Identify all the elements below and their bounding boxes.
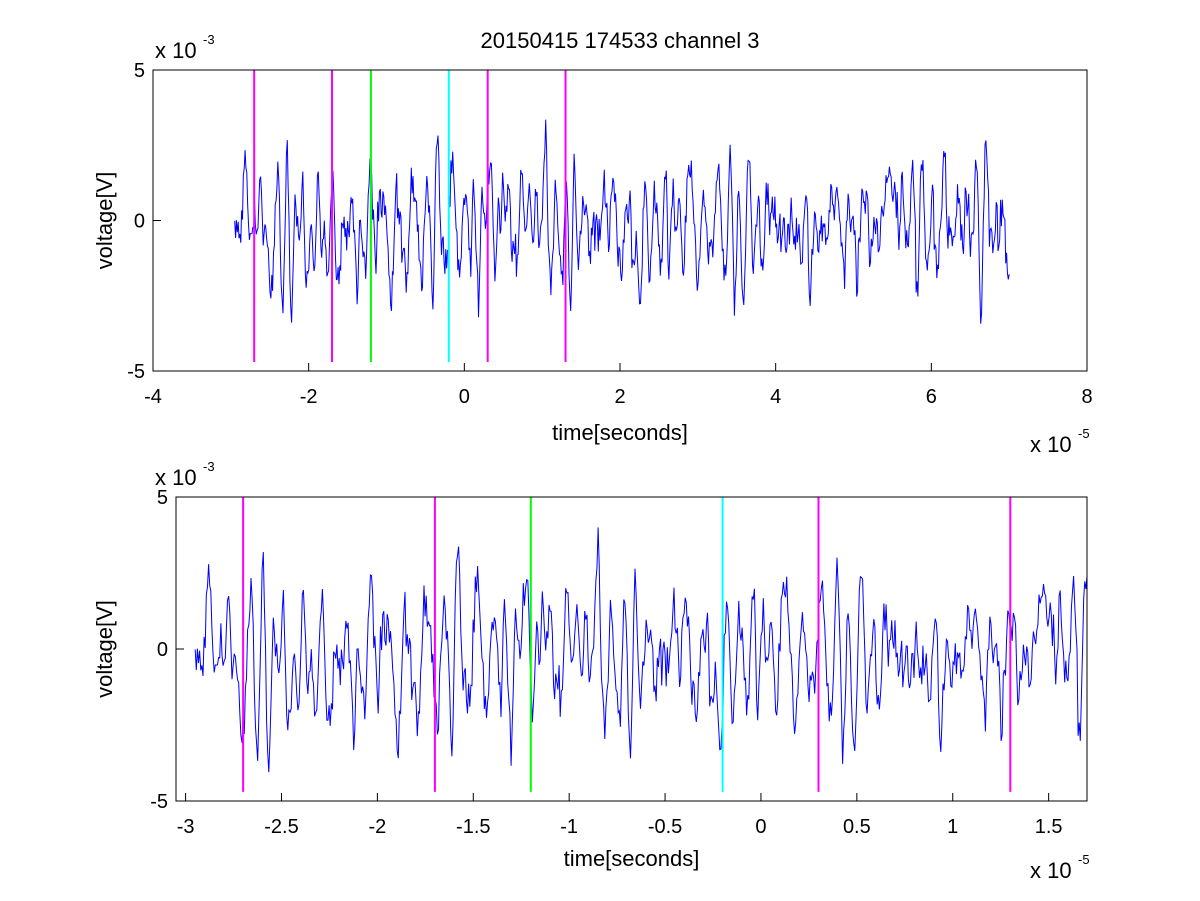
plot2-y-exponent-label: x 10 (155, 465, 197, 490)
plot1-y-tick-label: -5 (127, 361, 145, 383)
plot2-y-tick-label: 5 (157, 487, 168, 509)
plot2-x-exponent-power: -5 (1078, 852, 1090, 867)
plot1-x-exponent-label: x 10 (1030, 432, 1072, 457)
plot2-y-exponent-power: -3 (203, 459, 215, 474)
plot2-x-tick-label: -2.5 (264, 816, 298, 838)
plot1-signal-line (234, 119, 1010, 324)
plot1-x-tick-label: 0 (459, 386, 470, 408)
plot1-x-tick-label: -4 (144, 386, 162, 408)
plot2-signal-line (194, 527, 1088, 773)
plot2-x-tick-label: 0 (755, 816, 766, 838)
plot2-x-tick-label: -0.5 (648, 816, 682, 838)
plot2-x-axis-label: time[seconds] (564, 846, 700, 871)
plot1-title: 20150415 174533 channel 3 (481, 28, 760, 53)
plot2-x-tick-label: 1 (947, 816, 958, 838)
plot2-x-exponent-label: x 10 (1030, 858, 1072, 883)
plot2-axes-box (175, 496, 1088, 802)
plot1-x-exponent-power: -5 (1078, 426, 1090, 441)
plot1-y-tick-label: 0 (134, 211, 145, 233)
plot1-x-tick-label: 4 (770, 386, 781, 408)
plot2-x-tick-label: -3 (177, 816, 195, 838)
plot1-y-tick-label: 5 (134, 60, 145, 82)
plot1-y-exponent-power: -3 (203, 32, 215, 47)
plot2-x-tick-label: -1 (560, 816, 578, 838)
plot2-y-axis-label: voltage[V] (92, 600, 117, 698)
plot2-x-tick-label: -1.5 (456, 816, 490, 838)
plot1-y-exponent-label: x 10 (155, 38, 197, 63)
plot1-x-tick-label: -2 (300, 386, 318, 408)
plot2-x-tick-label: -2 (368, 816, 386, 838)
plot2-y-tick-label: 0 (157, 639, 168, 661)
plot1-x-tick-label: 8 (1081, 386, 1092, 408)
plot1-y-axis-label: voltage[V] (92, 172, 117, 270)
plot1-x-tick-label: 6 (926, 386, 937, 408)
plot2-x-tick-label: 1.5 (1035, 816, 1063, 838)
plot1-x-axis-label: time[seconds] (552, 420, 688, 445)
plot2-x-tick-label: 0.5 (843, 816, 871, 838)
plot2-y-tick-label: -5 (150, 791, 168, 813)
plot1-x-tick-label: 2 (614, 386, 625, 408)
